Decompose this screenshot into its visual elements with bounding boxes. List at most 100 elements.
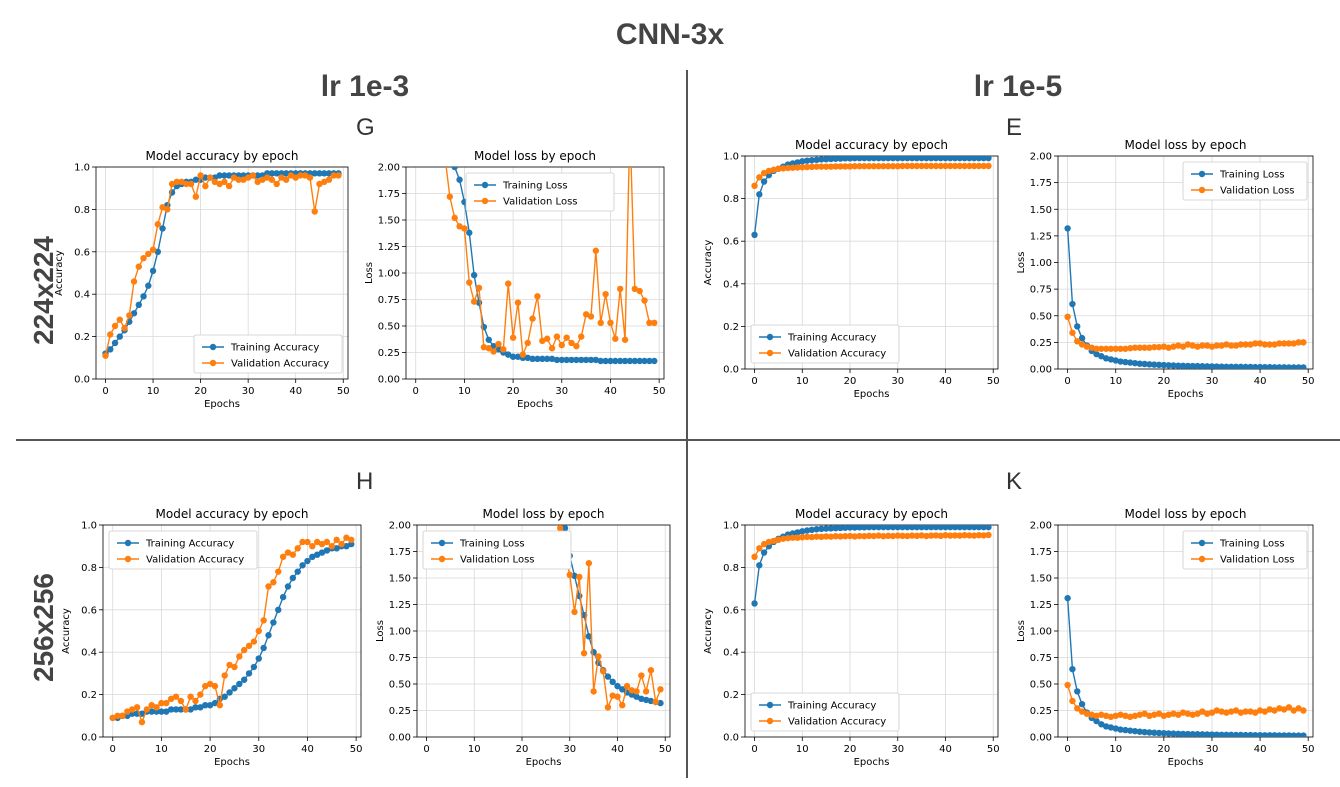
data-point — [1155, 343, 1163, 351]
data-point — [799, 158, 806, 165]
data-point — [918, 532, 925, 539]
data-point — [1213, 707, 1220, 714]
y-tick-label: 0.8 — [723, 194, 739, 205]
x-tick-label: 40 — [1254, 744, 1267, 755]
data-point — [1160, 343, 1168, 350]
data-point — [182, 706, 189, 713]
data-point — [846, 156, 854, 162]
figure-title: CNN-3x — [615, 18, 725, 51]
data-point — [818, 156, 825, 163]
data-point — [1165, 711, 1172, 718]
data-point — [163, 699, 170, 707]
data-point — [294, 568, 301, 575]
data-point — [119, 712, 126, 719]
x-tick-label: 40 — [939, 744, 952, 755]
data-point — [260, 617, 267, 624]
data-point — [576, 573, 583, 581]
data-point — [1175, 362, 1182, 369]
data-point — [846, 525, 854, 531]
y-axis-label: Accuracy — [703, 240, 714, 286]
data-point — [975, 525, 983, 531]
y-tick-label: 0.2 — [723, 690, 739, 701]
data-point — [1117, 345, 1124, 352]
data-point — [1203, 710, 1211, 717]
data-point — [571, 608, 578, 616]
data-point — [140, 254, 147, 262]
x-tick-label: 0 — [413, 386, 419, 397]
data-point — [1064, 594, 1071, 602]
legend-swatch-marker — [1198, 170, 1206, 178]
data-point — [167, 706, 175, 713]
data-point — [1252, 340, 1259, 347]
data-point — [1242, 731, 1249, 737]
data-point — [832, 533, 839, 540]
y-tick-label: 1.00 — [378, 269, 400, 280]
x-tick-label: 50 — [987, 744, 1000, 755]
data-point — [226, 661, 233, 669]
chart-title: Model accuracy by epoch — [795, 138, 948, 152]
data-point — [1102, 712, 1110, 719]
data-point — [865, 163, 873, 170]
data-point — [913, 162, 921, 170]
y-tick-label: 0.50 — [389, 680, 411, 691]
x-tick-label: 10 — [1109, 744, 1122, 755]
data-point — [1098, 345, 1105, 352]
data-point — [851, 163, 858, 170]
data-point — [135, 263, 142, 270]
data-point — [1256, 340, 1264, 347]
data-point — [851, 156, 858, 162]
x-axis-label: Epochs — [204, 399, 240, 410]
x-axis-label: Epochs — [526, 757, 562, 768]
y-tick-label: 0.50 — [1030, 311, 1052, 322]
data-point — [1126, 727, 1134, 734]
legend-label: Validation Loss — [1220, 186, 1295, 197]
data-point — [1155, 729, 1163, 737]
series-group — [102, 170, 342, 359]
data-point — [1280, 732, 1288, 737]
data-point — [133, 704, 141, 711]
data-point — [808, 163, 816, 171]
y-axis-label: Loss — [1016, 252, 1027, 274]
data-point — [970, 156, 978, 162]
data-point — [333, 536, 340, 544]
data-point — [770, 166, 777, 174]
x-tick-label: 50 — [337, 386, 350, 397]
y-tick-label: 0.00 — [389, 733, 411, 744]
data-point — [827, 156, 835, 163]
data-point — [966, 525, 973, 531]
data-point — [475, 284, 483, 292]
data-point — [980, 525, 987, 531]
data-point — [1136, 344, 1143, 351]
data-point — [1237, 341, 1245, 348]
data-point — [240, 676, 248, 683]
data-point — [1102, 355, 1110, 362]
data-point — [1136, 711, 1143, 718]
data-point — [880, 156, 887, 162]
data-point — [794, 159, 801, 166]
data-point — [309, 553, 316, 560]
data-point — [107, 346, 114, 353]
data-point — [779, 535, 787, 542]
data-point — [1074, 705, 1081, 712]
data-point — [328, 543, 335, 550]
data-point — [524, 339, 531, 347]
data-point — [1126, 345, 1134, 352]
data-point — [1141, 710, 1148, 717]
legend-box — [1182, 161, 1308, 201]
y-tick-label: 0.0 — [723, 365, 739, 376]
legend-swatch-marker — [766, 333, 774, 341]
data-point — [582, 311, 590, 318]
data-point — [626, 357, 634, 365]
data-point — [602, 291, 609, 298]
data-point — [602, 357, 609, 365]
x-tick-label: 50 — [1302, 376, 1315, 387]
data-point — [1098, 353, 1105, 360]
legend-box — [108, 530, 258, 570]
data-point — [1290, 732, 1297, 737]
data-point — [1256, 731, 1264, 737]
data-point — [456, 223, 463, 230]
data-point — [927, 525, 935, 531]
data-point — [1203, 363, 1211, 369]
